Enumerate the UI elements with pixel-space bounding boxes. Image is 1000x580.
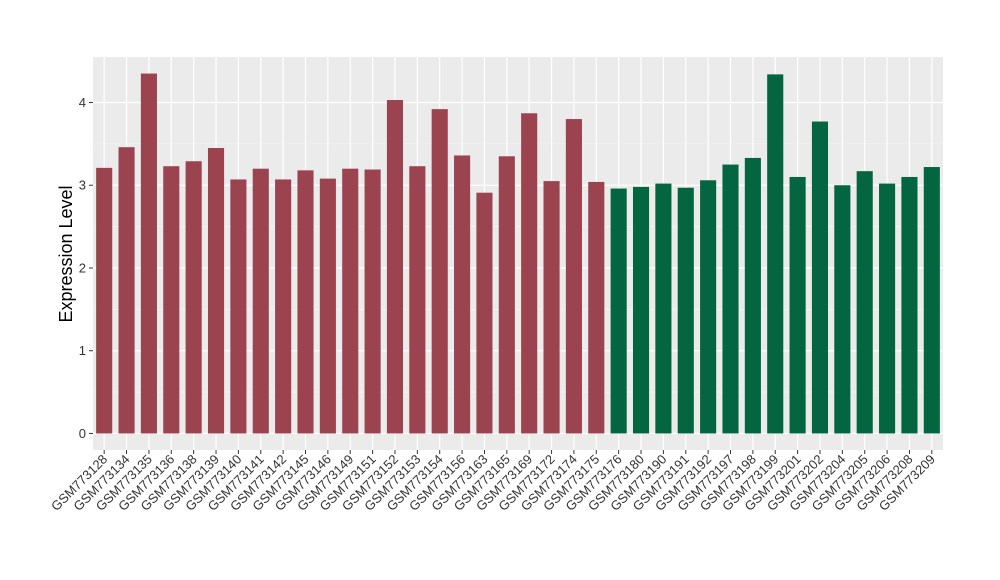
bar-GSM773209 <box>923 167 940 434</box>
bar-GSM773134 <box>118 147 135 434</box>
bar-GSM773204 <box>834 185 851 434</box>
y-tick-label: 3 <box>79 178 86 193</box>
bar-GSM773199 <box>767 74 784 434</box>
bar-GSM773154 <box>431 109 448 434</box>
y-tick-label: 4 <box>79 95 86 110</box>
bar-GSM773205 <box>856 171 873 434</box>
bar-GSM773198 <box>744 157 761 434</box>
bar-GSM773142 <box>275 179 292 434</box>
bar-GSM773176 <box>610 188 627 434</box>
bar-GSM773140 <box>230 179 247 434</box>
bar-GSM773192 <box>700 180 717 434</box>
bar-GSM773208 <box>901 176 918 434</box>
y-tick-label: 2 <box>79 260 86 275</box>
bar-GSM773163 <box>476 192 493 434</box>
bar-GSM773180 <box>632 186 650 434</box>
bar-GSM773165 <box>498 156 515 434</box>
bar-GSM773206 <box>879 183 896 434</box>
bars <box>96 73 940 434</box>
y-tick-label: 0 <box>79 426 86 441</box>
bar-GSM773135 <box>140 73 157 434</box>
bar-GSM773190 <box>655 183 672 434</box>
bar-GSM773191 <box>677 187 694 434</box>
bar-GSM773136 <box>163 166 180 434</box>
y-tick-label: 1 <box>79 343 86 358</box>
bar-GSM773201 <box>789 176 806 434</box>
y-axis: 0 1 2 3 4 <box>79 95 93 441</box>
bar-GSM773149 <box>342 168 359 434</box>
bar-GSM773175 <box>588 181 605 434</box>
bar-GSM773146 <box>319 178 336 434</box>
bar-GSM773174 <box>565 119 582 434</box>
y-axis-title: Expression Level <box>56 185 76 322</box>
bar-GSM773145 <box>297 170 314 434</box>
bar-GSM773141 <box>252 168 269 434</box>
bar-GSM773169 <box>521 113 538 434</box>
bar-GSM773151 <box>364 169 381 434</box>
bar-GSM773139 <box>207 148 225 434</box>
bar-GSM773197 <box>722 164 739 434</box>
bar-GSM773172 <box>543 181 560 434</box>
bar-GSM773156 <box>454 155 471 434</box>
bar-GSM773152 <box>386 100 404 434</box>
bar-GSM773153 <box>409 166 426 434</box>
x-axis: GSM773128GSM773134GSM773135GSM773136GSM7… <box>48 450 938 514</box>
bar-GSM773128 <box>96 167 113 434</box>
bar-GSM773138 <box>185 161 202 434</box>
bar-GSM773202 <box>811 121 829 434</box>
